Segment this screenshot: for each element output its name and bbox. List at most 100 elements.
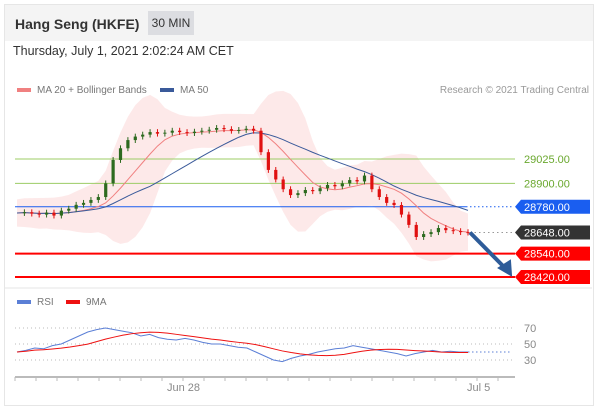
candle-body xyxy=(185,132,189,134)
projection-arrow-head xyxy=(497,259,513,277)
timestamp: Thursday, July 1, 2021 2:02:24 AM CET xyxy=(13,44,234,58)
legend-rsi-label: RSI xyxy=(37,297,54,308)
level-tag xyxy=(515,246,590,261)
level-label: 28648.00 xyxy=(524,228,570,240)
candle-body xyxy=(237,129,241,131)
candle-body xyxy=(67,208,71,211)
rsi-ma-line xyxy=(16,331,468,357)
level-label: 28780.00 xyxy=(524,202,570,214)
candle-body xyxy=(148,132,152,135)
candle-body xyxy=(407,214,411,225)
level-tag xyxy=(515,225,590,240)
header: Hang Seng (HKFE) 30 MIN xyxy=(5,5,593,41)
candle-body xyxy=(444,228,448,231)
candle-body xyxy=(163,132,167,134)
candle-body xyxy=(303,190,307,194)
candle-body xyxy=(385,197,389,203)
candle-body xyxy=(362,175,367,182)
rsi-ma-swatch xyxy=(66,300,80,305)
rsi-tick-label: 50 xyxy=(524,339,536,351)
candle-body xyxy=(318,188,322,192)
candle-body xyxy=(207,129,211,131)
candle-body xyxy=(414,224,418,237)
candle-body xyxy=(266,152,270,170)
ma20-line xyxy=(16,129,469,233)
legend-rsi-ma: 9MA xyxy=(66,297,107,308)
candle-body xyxy=(370,175,374,190)
candle-body xyxy=(200,130,204,132)
projection-arrow-shaft xyxy=(468,231,507,270)
x-tick-label: Jun 28 xyxy=(167,382,200,394)
candle-body xyxy=(348,180,352,184)
rsi-swatch xyxy=(17,300,31,305)
candle-body xyxy=(399,205,404,215)
candle-body xyxy=(274,169,278,180)
rsi-tick-label: 30 xyxy=(524,355,536,367)
legend-rsi: RSI xyxy=(17,297,54,308)
rsi-line xyxy=(16,327,468,363)
candle-body xyxy=(215,127,219,130)
candle-body xyxy=(459,231,463,233)
candle-body xyxy=(436,228,441,233)
legend-rsi-ma-label: 9MA xyxy=(86,297,107,308)
candle-body xyxy=(89,199,93,203)
candle-body xyxy=(178,130,182,133)
legend-ma20-label: MA 20 + Bollinger Bands xyxy=(37,85,147,96)
candle-body xyxy=(229,129,234,131)
candle-body xyxy=(111,159,115,184)
instrument-title: Hang Seng (HKFE) xyxy=(15,16,140,32)
candle-body xyxy=(281,179,285,190)
candle-body xyxy=(192,131,197,134)
candle-body xyxy=(81,202,86,205)
candle-body xyxy=(422,234,426,237)
candle-body xyxy=(259,130,263,153)
candle-body xyxy=(333,184,337,187)
candle-body xyxy=(44,212,49,215)
candle-body xyxy=(96,197,100,200)
candle-body xyxy=(311,190,315,192)
candle-body xyxy=(30,212,34,214)
candle-body xyxy=(392,202,396,206)
legend-ma20: MA 20 + Bollinger Bands xyxy=(17,85,147,96)
candle-body xyxy=(251,128,256,131)
candle-body xyxy=(118,148,123,160)
x-tick-label: Jul 5 xyxy=(467,382,490,394)
credit: Research © 2021 Trading Central xyxy=(439,85,589,96)
ma50-swatch xyxy=(160,88,174,93)
candle-body xyxy=(355,180,359,182)
level-label: 28900.00 xyxy=(524,178,570,190)
timeframe-button[interactable]: 30 MIN xyxy=(148,11,194,35)
candle-body xyxy=(22,212,26,214)
candle-body xyxy=(451,230,455,232)
chart-frame: Hang Seng (HKFE) 30 MIN xyxy=(4,4,594,406)
candle-body xyxy=(104,183,108,198)
level-label: 28540.00 xyxy=(524,249,570,261)
candle-body xyxy=(429,232,433,235)
candle-body xyxy=(59,210,63,216)
candle-body xyxy=(296,193,300,196)
legend-ma50: MA 50 xyxy=(160,85,208,96)
legend-ma50-label: MA 50 xyxy=(180,85,209,96)
candle-body xyxy=(288,189,293,196)
candle-body xyxy=(141,134,145,137)
candle-body xyxy=(377,189,381,198)
ma50-line xyxy=(16,132,469,215)
level-label: 29025.00 xyxy=(524,154,570,166)
bollinger-band xyxy=(17,90,468,262)
ma20-swatch xyxy=(17,88,31,93)
candle-body xyxy=(126,140,130,149)
candle-body xyxy=(155,132,160,134)
candle-body xyxy=(222,127,226,130)
level-label: 28420.00 xyxy=(524,272,570,284)
candle-body xyxy=(170,130,174,133)
level-tag xyxy=(515,199,590,214)
candle-body xyxy=(340,183,344,187)
candle-body xyxy=(244,128,248,130)
candle-body xyxy=(52,212,56,216)
candle-body xyxy=(133,136,137,141)
rsi-tick-label: 70 xyxy=(524,323,536,335)
candle-body xyxy=(74,204,78,209)
candle-body xyxy=(325,184,330,189)
